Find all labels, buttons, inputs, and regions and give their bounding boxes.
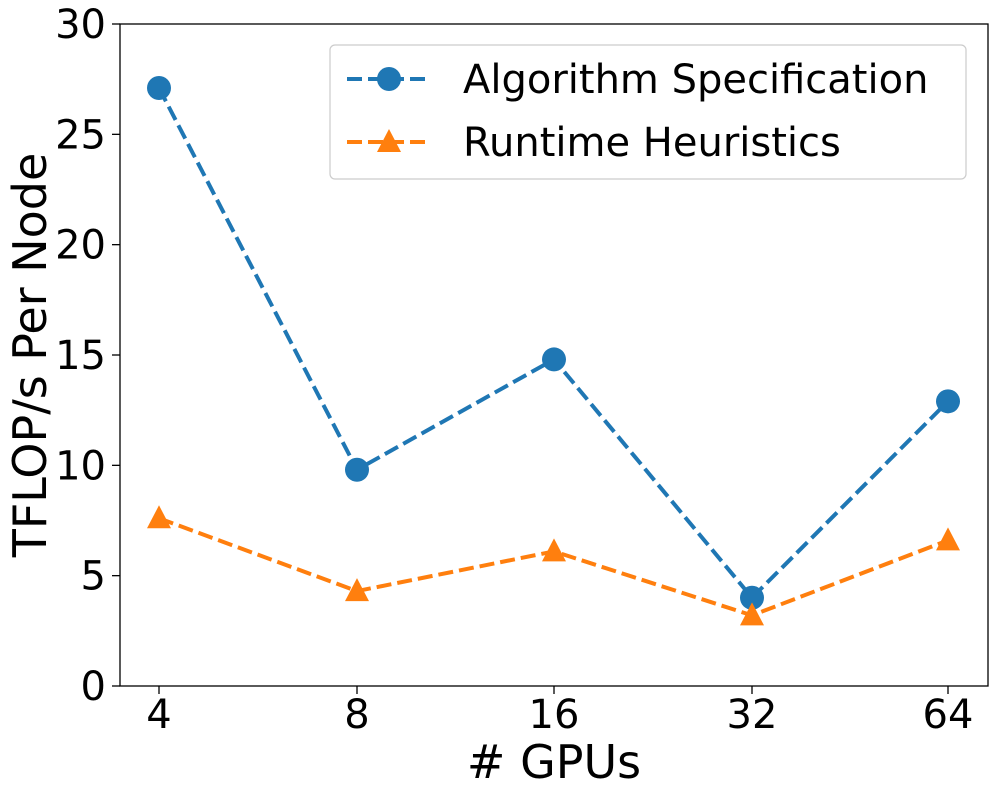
series-runtime-heuristics: [147, 505, 960, 626]
data-point: [147, 505, 171, 529]
x-tick-label: 64: [923, 692, 974, 738]
y-tick-label: 25: [55, 112, 106, 158]
y-tick-label: 10: [55, 443, 106, 489]
y-tick-label: 15: [55, 333, 106, 379]
x-tick-label: 16: [529, 692, 580, 738]
series-algorithm-specification: [147, 75, 960, 610]
data-point: [936, 389, 960, 414]
x-axis: 4 8 16 32 64: [146, 686, 973, 738]
data-point: [345, 578, 369, 602]
data-point: [542, 347, 566, 372]
data-point: [740, 602, 764, 626]
legend: Algorithm Specification Runtime Heuristi…: [329, 44, 967, 180]
data-point: [740, 585, 764, 610]
data-point: [542, 538, 566, 562]
y-tick-label: 30: [55, 2, 106, 48]
legend-marker-runtime: [377, 129, 401, 152]
x-tick-label: 32: [727, 692, 778, 738]
data-point: [147, 75, 171, 100]
y-axis-label: TFLOP/s Per Node: [3, 153, 57, 559]
y-tick-label: 0: [81, 664, 106, 710]
legend-label-runtime: Runtime Heuristics: [463, 120, 841, 166]
x-tick-label: 8: [344, 692, 369, 738]
x-tick-label: 4: [146, 692, 171, 738]
y-tick-label: 5: [81, 554, 106, 600]
x-axis-label: # GPUs: [467, 735, 641, 789]
y-tick-label: 20: [55, 223, 106, 269]
data-point: [345, 457, 369, 482]
data-point: [936, 527, 960, 551]
legend-marker-algorithm: [377, 67, 401, 91]
legend-label-algorithm: Algorithm Specification: [463, 57, 928, 103]
series-layer: [147, 75, 960, 626]
y-axis: 0 5 10 15 20 25 30: [55, 2, 120, 710]
series-line: [158, 516, 949, 618]
legend-frame: [329, 44, 967, 180]
